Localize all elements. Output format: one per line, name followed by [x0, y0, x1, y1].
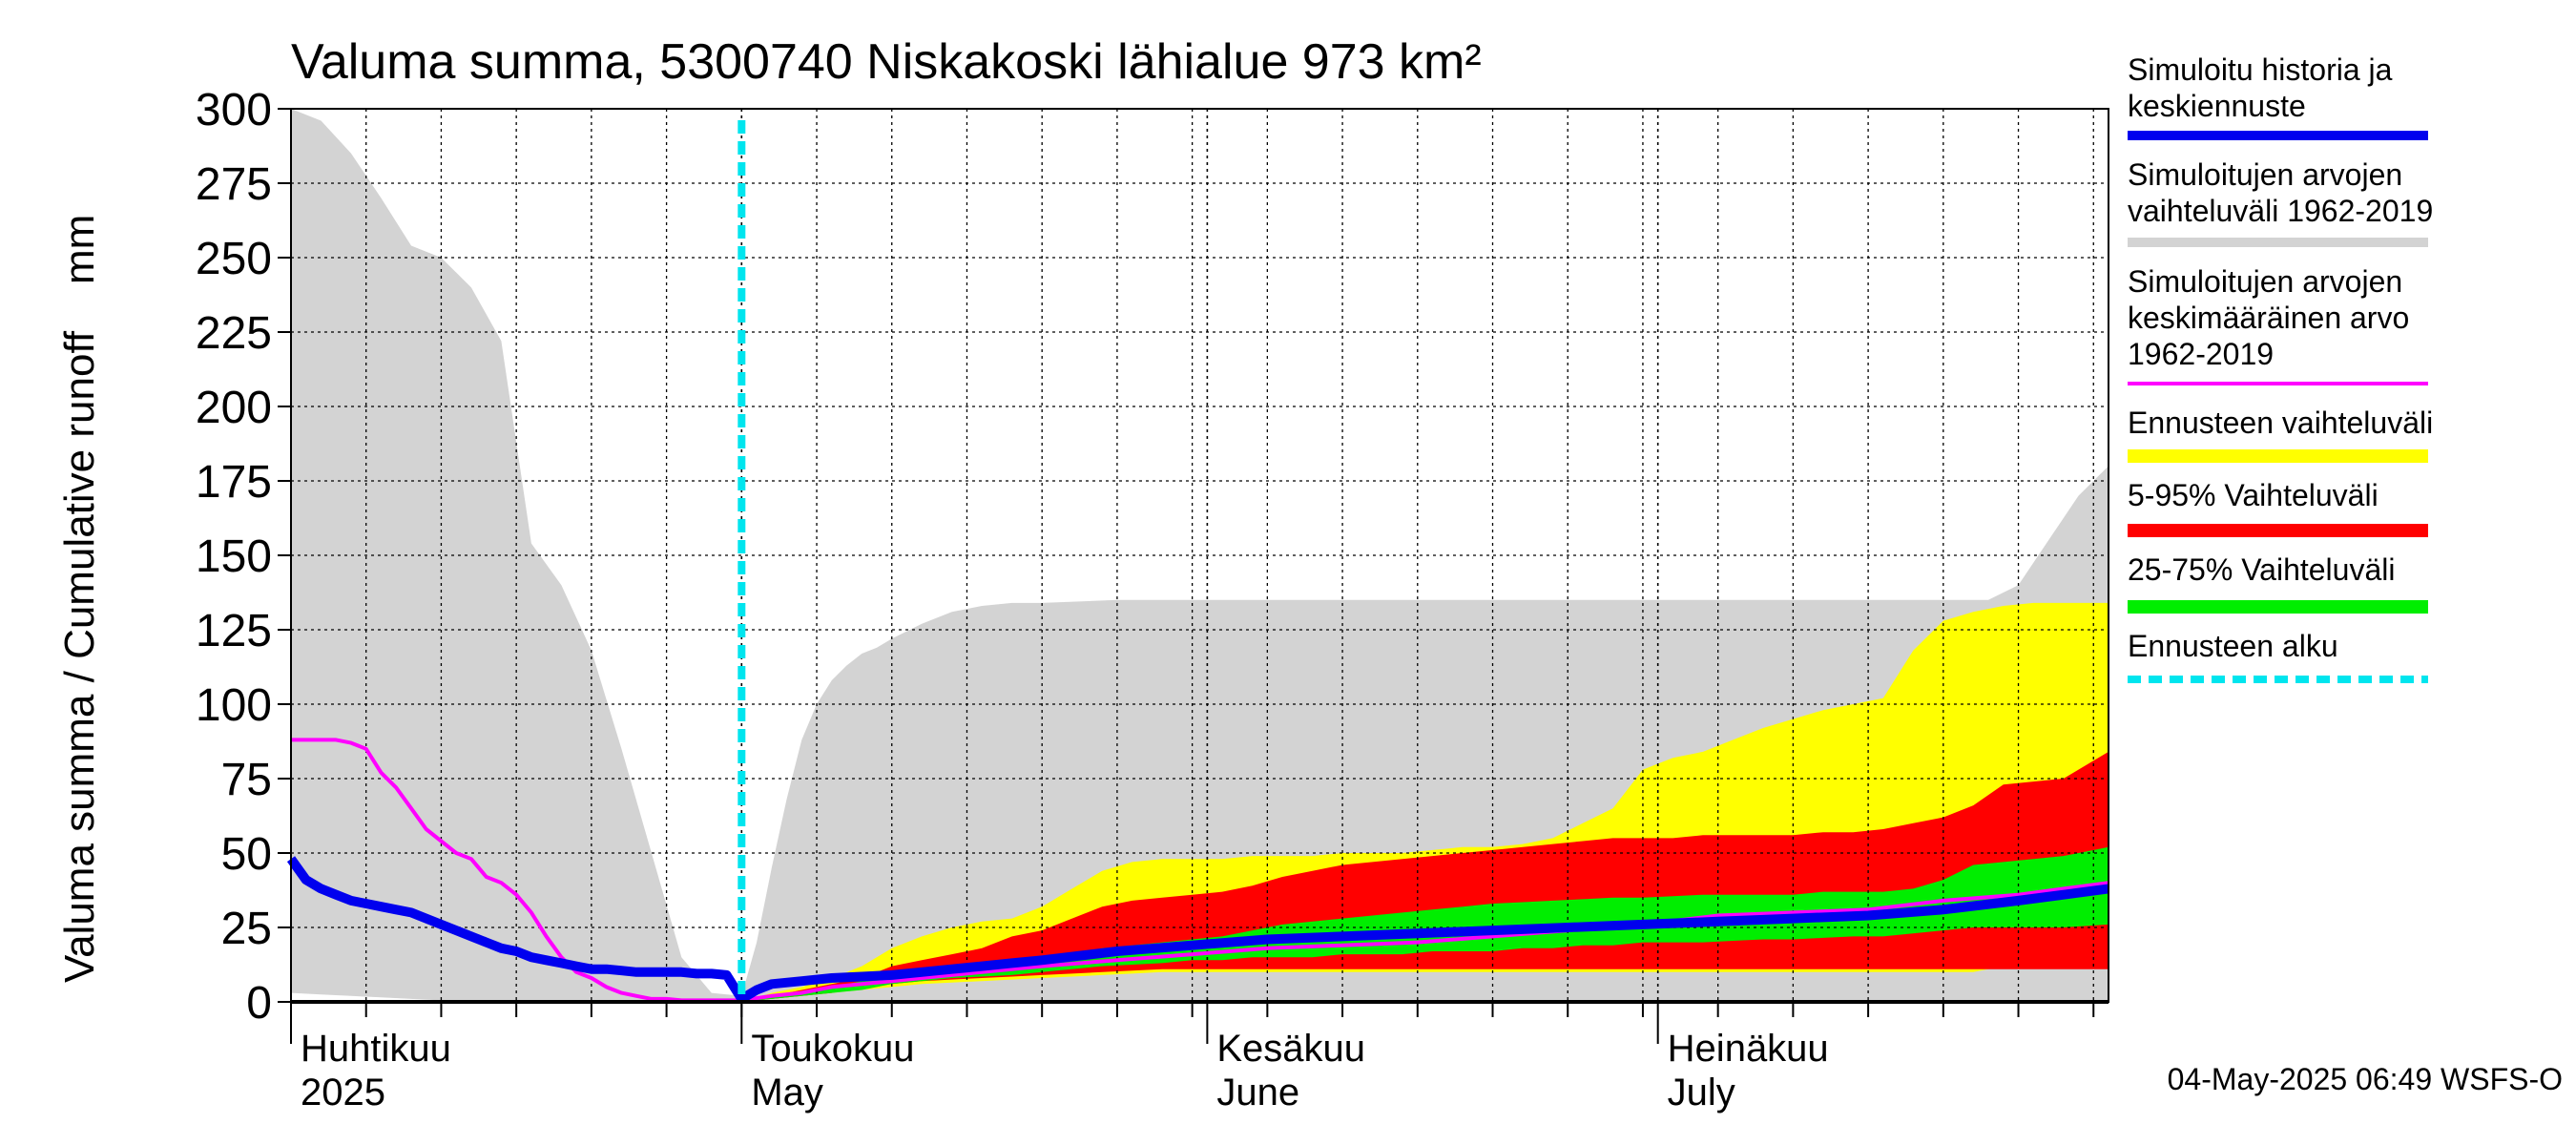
- month-label-fi: Kesäkuu: [1216, 1028, 1365, 1070]
- legend-label: Simuloitu historia ja: [2128, 52, 2393, 87]
- month-label-en: June: [1216, 1072, 1299, 1114]
- footer-timestamp: 04-May-2025 06:49 WSFS-O: [2168, 1062, 2563, 1096]
- legend-item-ennusteen-alku: Ennusteen alku: [2128, 629, 2428, 683]
- month-label-en: July: [1668, 1072, 1735, 1114]
- legend-label: Ennusteen alku: [2128, 629, 2338, 663]
- y-tick-label: 25: [221, 904, 272, 954]
- legend-label: 5-95% Vaihteluväli: [2128, 478, 2379, 512]
- y-tick-label: 50: [221, 829, 272, 880]
- y-tick-label: 150: [196, 531, 272, 582]
- y-tick-label: 125: [196, 606, 272, 656]
- month-label-en: 2025: [301, 1072, 385, 1114]
- y-axis-label: Valuma summa / Cumulative runoff mm: [56, 215, 103, 983]
- chart-title: Valuma summa, 5300740 Niskakoski lähialu…: [291, 34, 1482, 90]
- legend-label: Ennusteen vaihteluväli: [2128, 406, 2433, 440]
- legend: Simuloitu historia jakeskiennusteSimuloi…: [2128, 52, 2433, 683]
- y-tick-label: 175: [196, 457, 272, 508]
- y-tick-label: 200: [196, 383, 272, 433]
- legend-label: 25-75% Vaihteluväli: [2128, 552, 2395, 587]
- y-tick-label: 100: [196, 680, 272, 731]
- legend-label: keskimääräinen arvo: [2128, 301, 2409, 335]
- y-tick-label: 275: [196, 159, 272, 210]
- legend-label: Simuloitujen arvojen: [2128, 157, 2402, 192]
- legend-item-5-95-vaihteluv-li: 5-95% Vaihteluväli: [2128, 478, 2428, 537]
- month-label-fi: Toukokuu: [751, 1028, 914, 1070]
- legend-item-ennusteen-vaihteluv-li: Ennusteen vaihteluväli: [2128, 406, 2433, 463]
- line-simuloitu-historia-ja-keskiennuste: [286, 856, 2109, 1004]
- legend-label: keskiennuste: [2128, 89, 2306, 123]
- legend-label: Simuloitujen arvojen: [2128, 264, 2402, 299]
- y-tick-label: 0: [246, 978, 272, 1029]
- legend-item-25-75-vaihteluv-li: 25-75% Vaihteluväli: [2128, 552, 2428, 614]
- legend-label: 1962-2019: [2128, 337, 2274, 371]
- month-label-en: May: [751, 1072, 823, 1114]
- axes-layer: 0 25 50 75 100 125 150 175 200 225 250 275 300 Huhtik…: [196, 85, 2109, 1114]
- y-tick-label: 225: [196, 308, 272, 359]
- y-tick-label: 75: [221, 755, 272, 805]
- y-tick-label: 300: [196, 85, 272, 135]
- y-tick-label: 250: [196, 234, 272, 284]
- month-label-fi: Heinäkuu: [1668, 1028, 1829, 1070]
- month-label-fi: Huhtikuu: [301, 1028, 451, 1070]
- legend-label: vaihteluväli 1962-2019: [2128, 194, 2433, 228]
